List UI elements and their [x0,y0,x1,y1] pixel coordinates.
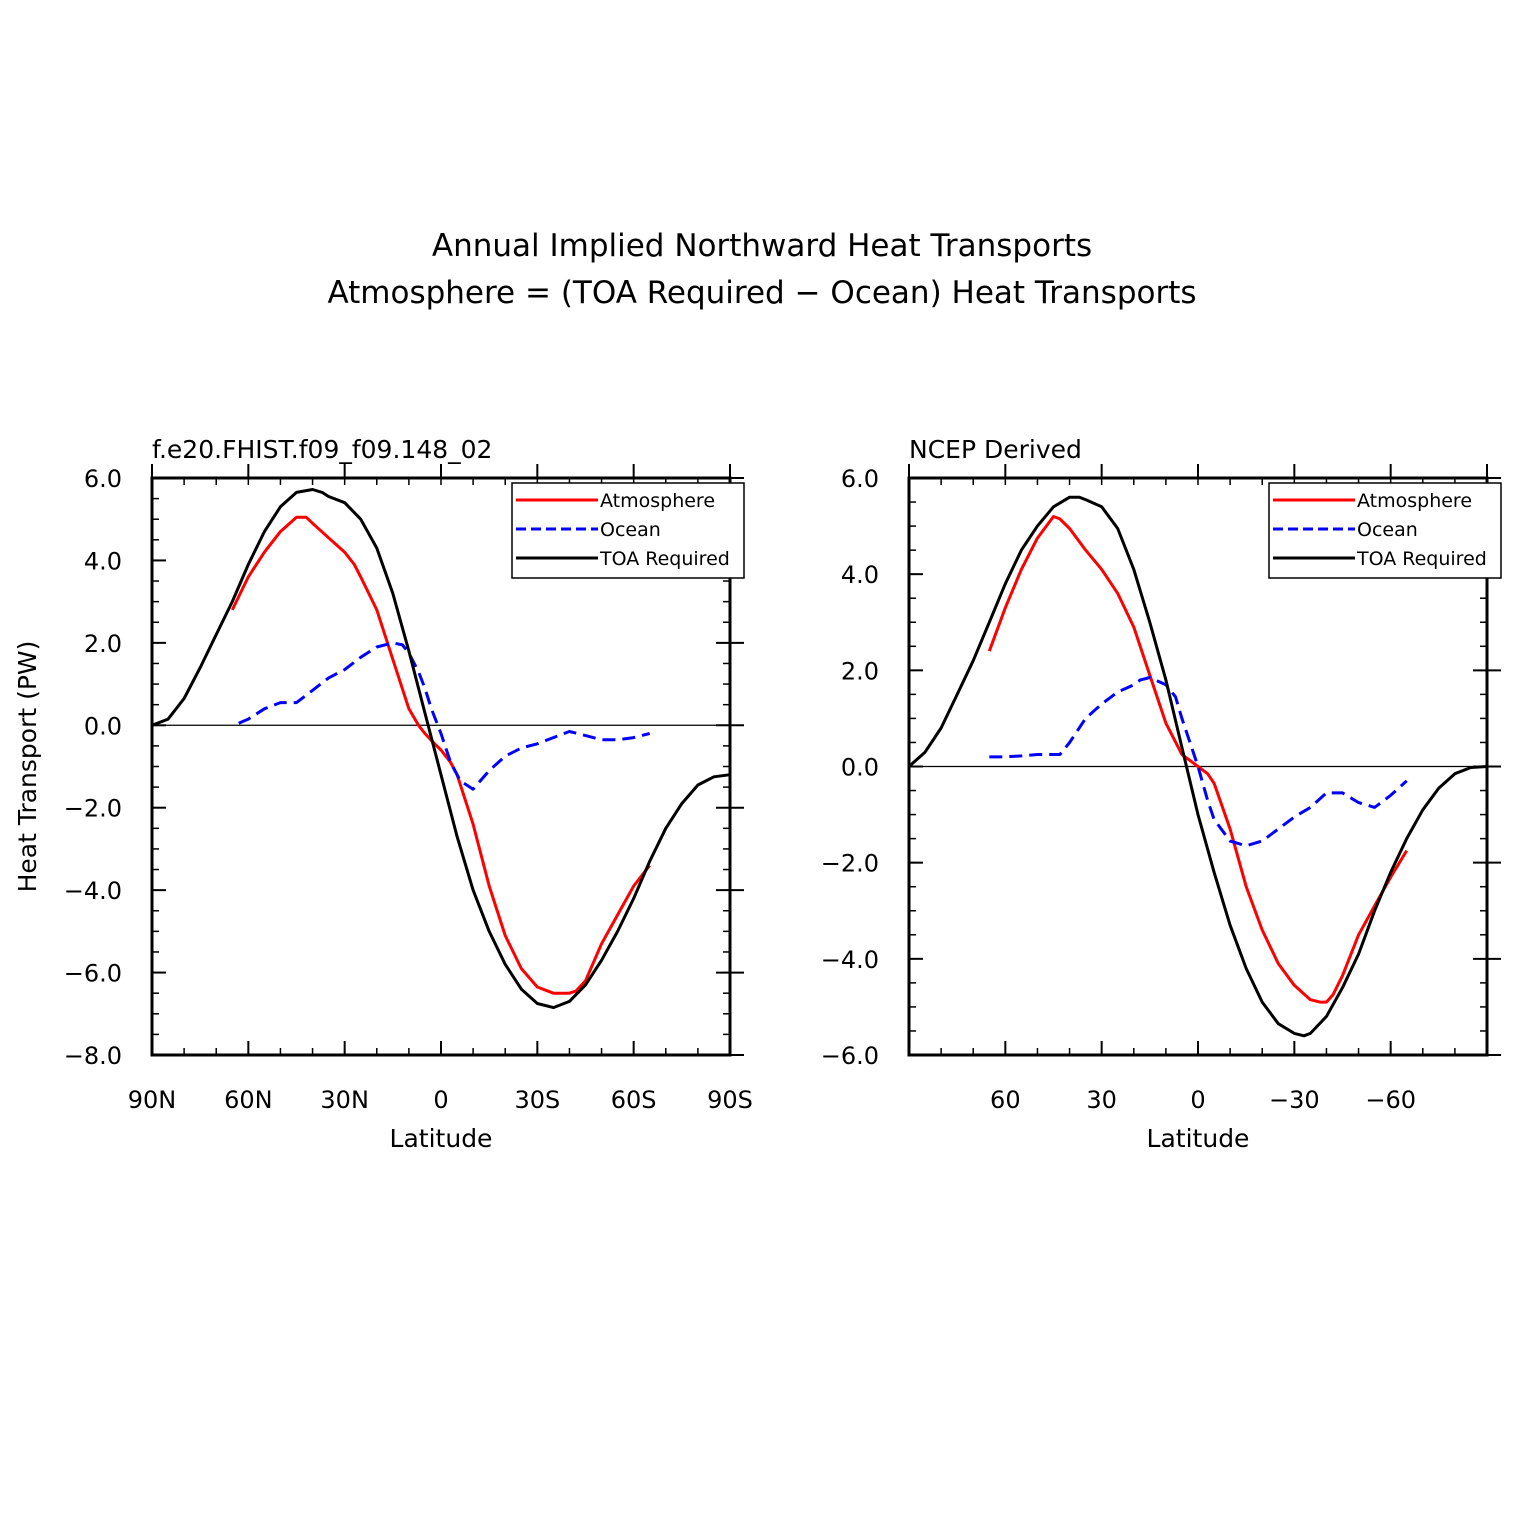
legend: Atmosphere Ocean TOA Required [1268,482,1502,579]
legend-entry-atmosphere: Atmosphere [1357,490,1472,512]
series-line-toa [908,495,1488,1038]
panel-title: f.e20.FHIST.f09_f09.148_02 [152,435,492,464]
series-line-atmosphere [987,515,1408,1004]
x-tick-label: 60S [611,1086,657,1114]
y-tick-label: −6.0 [821,1042,879,1070]
y-tick-label: 6.0 [841,465,879,493]
x-tick-label: 30N [320,1086,369,1114]
y-tick-label: −6.0 [64,960,122,988]
y-tick-label: 4.0 [84,547,122,575]
y-tick-label: −2.0 [64,795,122,823]
x-tick-label: −60 [1365,1086,1416,1114]
figure-title-line-2: Atmosphere = (TOA Required − Ocean) Heat… [327,275,1196,311]
y-tick-label: −4.0 [64,877,122,905]
right-panel: NCEP Derived −6.0 −4.0 −2.0 0.0 2.0 4.0 6.0 60 30… [821,435,1502,1153]
x-tick-label: 60N [224,1086,273,1114]
x-tick-label: 30 [1086,1086,1117,1114]
series-line-ocean [989,676,1408,848]
y-tick-label: 0.0 [84,712,122,740]
legend: Atmosphere Ocean TOA Required [511,482,745,579]
y-axis-label: Heat Transport (PW) [13,641,42,893]
series-line-ocean [238,641,651,791]
series-line-toa [151,488,731,1010]
legend-entry-toa: TOA Required [599,548,730,570]
legend-entry-ocean: Ocean [600,519,661,541]
y-tick-label: 6.0 [84,465,122,493]
x-tick-label: 0 [433,1086,448,1114]
series-line-atmosphere [230,515,651,995]
x-tick-label: −30 [1269,1086,1320,1114]
x-tick-label: 90S [707,1086,753,1114]
y-tick-label: 0.0 [841,754,879,782]
y-tick-label: −8.0 [64,1042,122,1070]
y-tick-label: 2.0 [84,630,122,658]
figure-title-line-1: Annual Implied Northward Heat Transports [432,228,1092,264]
left-panel: f.e20.FHIST.f09_f09.148_02 −8.0 −6.0 −4.0 −2… [13,435,753,1153]
x-tick-label: 30S [514,1086,560,1114]
x-tick-label: 90N [128,1086,177,1114]
legend-entry-toa: TOA Required [1356,548,1487,570]
y-tick-label: −4.0 [821,946,879,974]
y-tick-label: 4.0 [841,561,879,589]
legend-entry-ocean: Ocean [1357,519,1418,541]
x-axis-label: Latitude [390,1124,493,1153]
x-tick-label: 60 [990,1086,1021,1114]
x-axis-label: Latitude [1147,1124,1250,1153]
panel-title: NCEP Derived [909,435,1082,464]
y-tick-label: −2.0 [821,850,879,878]
y-tick-label: 2.0 [841,657,879,685]
legend-entry-atmosphere: Atmosphere [600,490,715,512]
plot-frame [907,476,1489,1057]
x-tick-label: 0 [1190,1086,1205,1114]
plot-frame [150,476,732,1057]
